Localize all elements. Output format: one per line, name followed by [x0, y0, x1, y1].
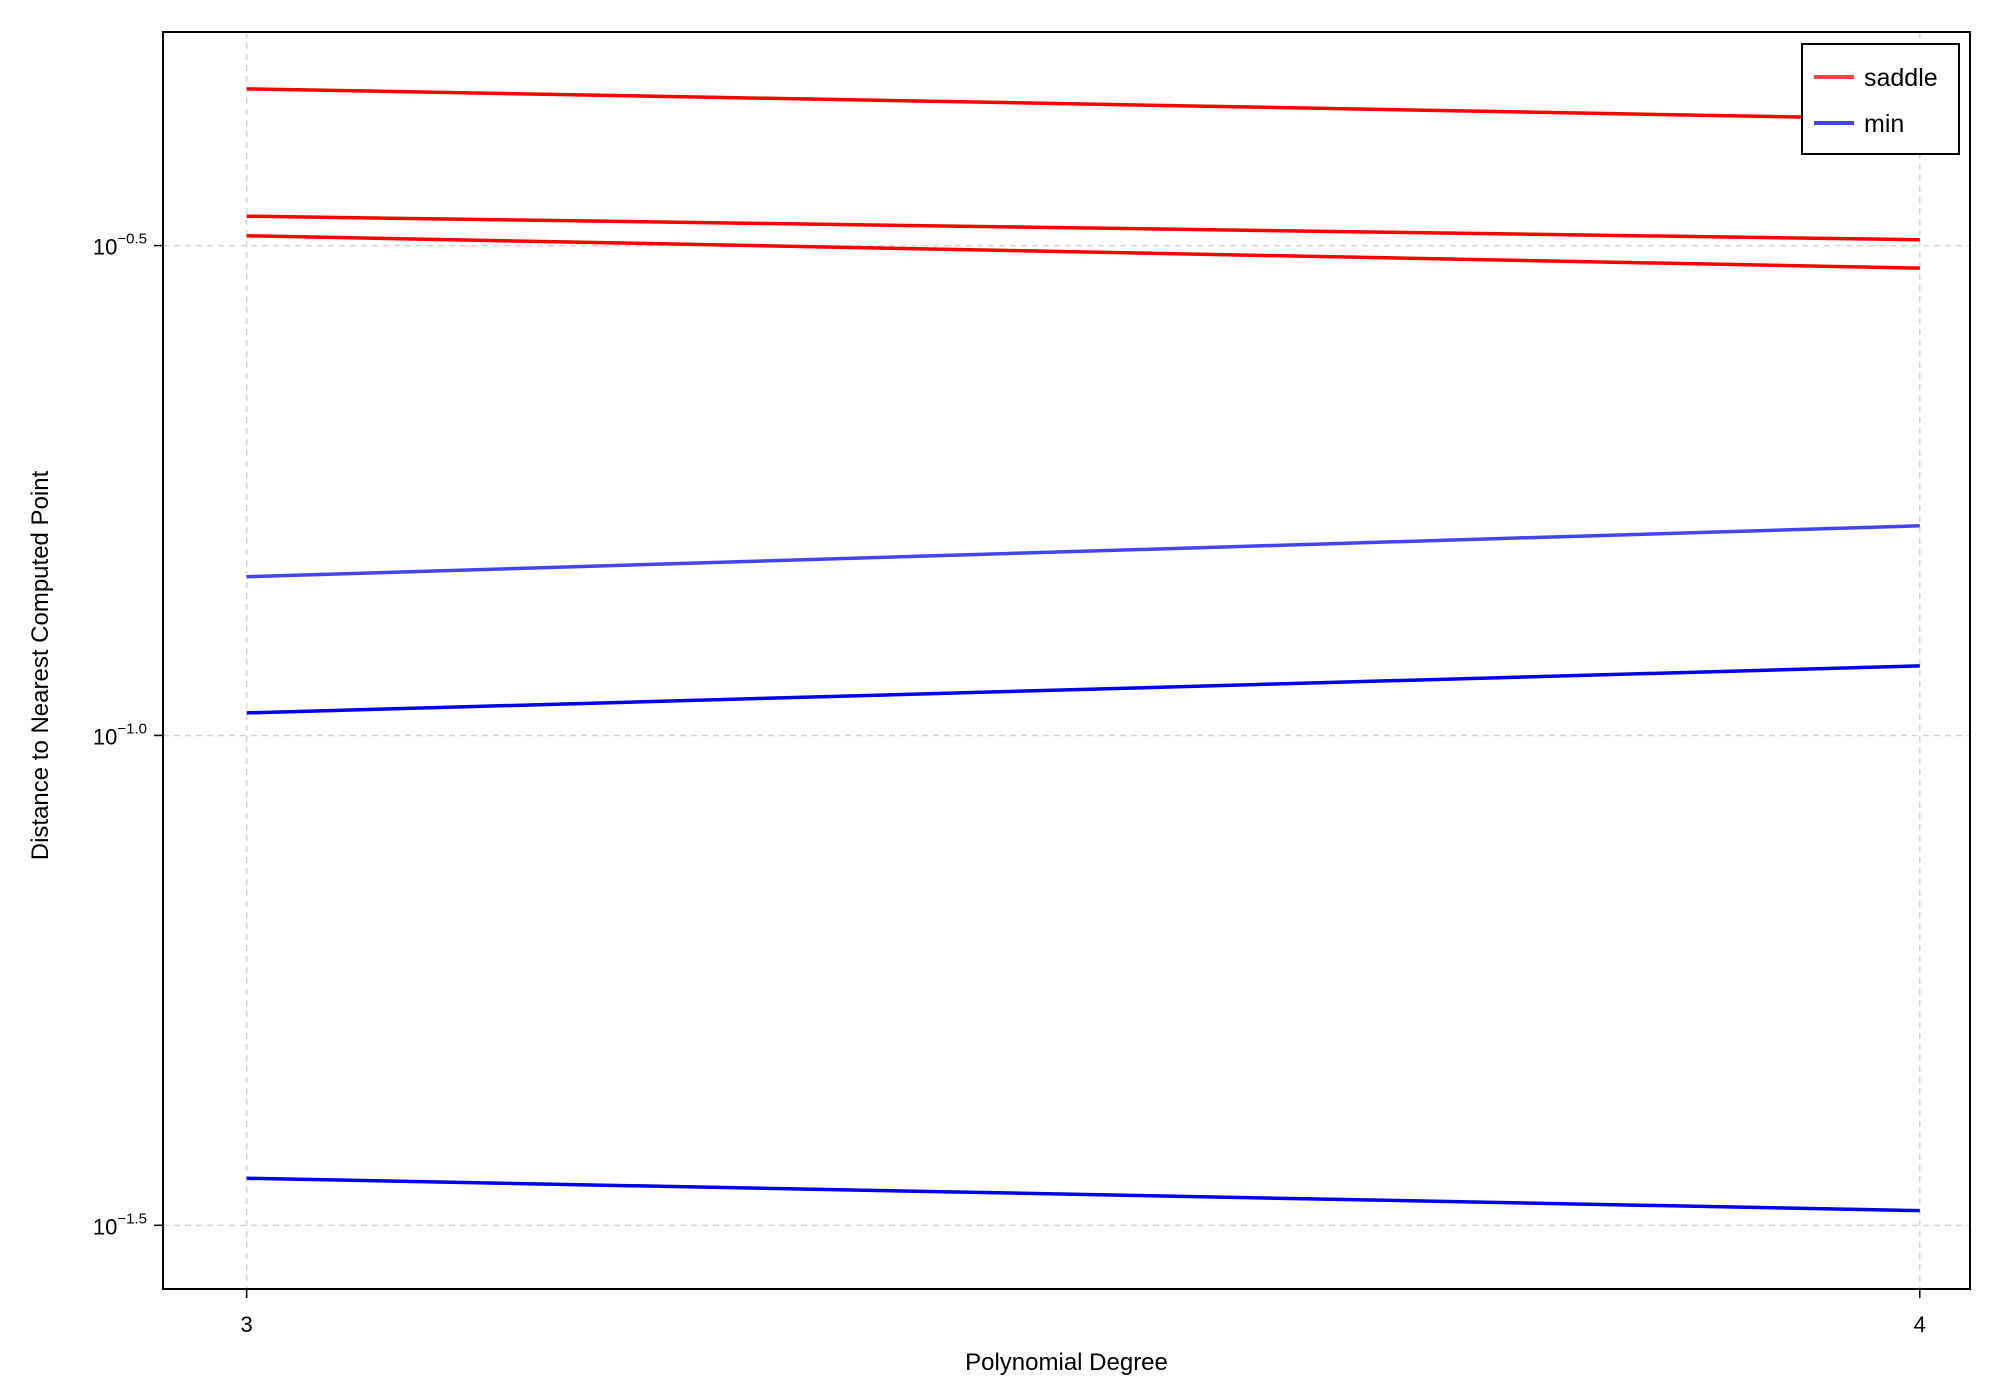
series-line-saddle — [246, 214, 1920, 242]
x-axis-label: Polynomial Degree — [965, 1349, 1168, 1376]
series-line-min — [246, 664, 1920, 715]
y-tick-label: 10−0.5 — [93, 231, 147, 260]
x-tick-label: 4 — [1914, 1312, 1926, 1337]
series-line-min — [246, 524, 1920, 579]
series-line-saddle — [246, 87, 1920, 121]
legend-label-saddle: saddle — [1864, 64, 1938, 92]
plot-area-frame — [162, 31, 1971, 1290]
x-tick-label: 3 — [241, 1312, 253, 1337]
series-line-min — [246, 1176, 1920, 1213]
grid — [163, 32, 1970, 1289]
y-tick-label: 10−1.0 — [93, 720, 147, 749]
legend-label-min: min — [1864, 110, 1904, 138]
y-tick-label: 10−1.5 — [93, 1210, 147, 1239]
y-axis-label: Distance to Nearest Computed Point — [27, 470, 54, 860]
legend: saddle min — [1801, 43, 1960, 155]
series-lines — [246, 87, 1920, 1213]
series-line-saddle — [246, 234, 1920, 270]
axis-ticks: 3 4 10−0.5 10−1.0 10−1.5 — [93, 231, 1926, 1337]
legend-box — [1801, 43, 1960, 155]
